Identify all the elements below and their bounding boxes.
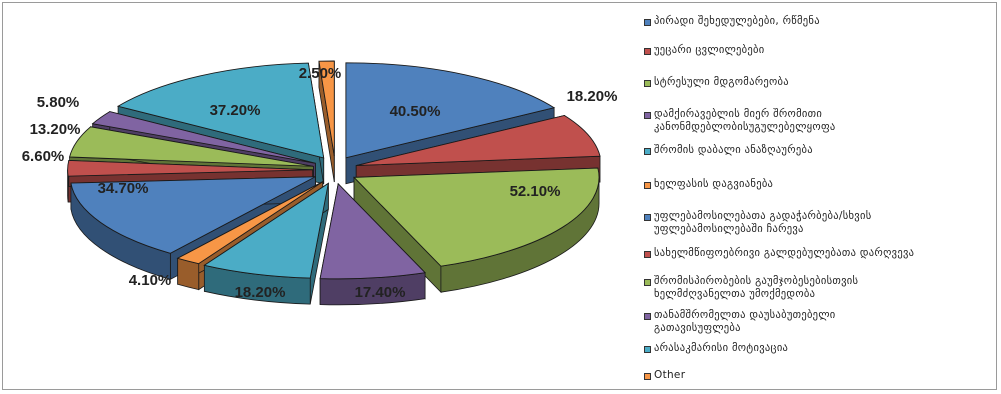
legend-swatch bbox=[644, 112, 651, 119]
legend-item: პირადი შეხედულებები, რწმენა bbox=[644, 15, 994, 28]
legend-item: უეცარი ცვლილებები bbox=[644, 44, 994, 57]
pie-slice-2 bbox=[356, 114, 601, 166]
pie-slice-11 bbox=[116, 62, 325, 159]
legend-label: უეცარი ცვლილებები bbox=[654, 44, 765, 56]
slice-value-label: 17.40% bbox=[355, 284, 406, 301]
pie-top-layer bbox=[67, 60, 601, 280]
pie-chart: 40.50% 18.20% 52.10% 17.40% 18.20% 4.10% 34.70… bbox=[22, 60, 618, 306]
slice-value-label: 52.10% bbox=[510, 183, 561, 200]
legend-item: თანამშრომელთა დაუსაბუთებელი გათავისუფლებ… bbox=[644, 309, 994, 335]
slice-value-label: 6.60% bbox=[22, 148, 65, 165]
slice-value-label: 37.20% bbox=[210, 102, 261, 119]
legend-label: ხელფასის დაგვიანება bbox=[654, 178, 774, 190]
legend-label: Other bbox=[654, 369, 686, 381]
legend-item: არასაკმარისი მოტივაცია bbox=[644, 342, 994, 355]
legend-swatch bbox=[644, 19, 651, 26]
legend-item: სტრესული მდგომარეობა bbox=[644, 76, 994, 89]
legend-item: Other bbox=[644, 369, 994, 382]
legend-label: დამქირავებლის მიერ შრომითი კანონმდებლობი… bbox=[654, 108, 836, 133]
legend-label: შრომისპირობების გაუმჯობესებისთვის ხელმძღ… bbox=[654, 275, 859, 300]
legend-swatch bbox=[644, 373, 651, 380]
legend-label: სახელმწიფოებრივი გალდებულებათა დარღვევა bbox=[654, 247, 915, 259]
pie-labels: 40.50% 18.20% 52.10% 17.40% 18.20% 4.10% 34.70… bbox=[22, 65, 618, 301]
legend-item: დამქირავებლის მიერ შრომითი კანონმდებლობი… bbox=[644, 108, 994, 134]
slice-value-label: 13.20% bbox=[30, 121, 81, 138]
legend-item: უფლებამოსილებათა გადაჭარბება/სხვის უფლებ… bbox=[644, 210, 994, 236]
legend-swatch bbox=[644, 48, 651, 55]
slice-value-label: 2.50% bbox=[299, 65, 342, 82]
pie-slice-12 bbox=[318, 60, 335, 157]
pie-slice-6 bbox=[176, 181, 323, 265]
legend-swatch bbox=[644, 251, 651, 258]
slice-value-label: 40.50% bbox=[390, 103, 441, 120]
pie-slice-10 bbox=[91, 111, 316, 164]
legend-swatch bbox=[644, 279, 651, 286]
pie-slice-5 bbox=[203, 182, 329, 279]
legend-swatch bbox=[644, 148, 651, 155]
legend-swatch bbox=[644, 80, 651, 87]
pie-slice-3 bbox=[353, 167, 600, 267]
legend-item: შრომისპირობების გაუმჯობესებისთვის ხელმძღ… bbox=[644, 275, 994, 301]
legend-item: ხელფასის დაგვიანება bbox=[644, 178, 994, 191]
pie-slice-9 bbox=[68, 126, 314, 167]
slice-value-label: 18.20% bbox=[567, 88, 618, 105]
legend-swatch bbox=[644, 313, 651, 320]
legend-item: შრომის დაბალი ანაზღაურება bbox=[644, 144, 994, 157]
legend-swatch bbox=[644, 182, 651, 189]
pie-slice-8 bbox=[67, 159, 313, 177]
legend-item: სახელმწიფოებრივი გალდებულებათა დარღვევა bbox=[644, 247, 994, 260]
legend-label: თანამშრომელთა დაუსაბუთებელი გათავისუფლებ… bbox=[654, 309, 836, 334]
slice-value-label: 4.10% bbox=[129, 272, 172, 289]
pie-slice-4 bbox=[319, 182, 427, 280]
slice-value-label: 18.20% bbox=[235, 284, 286, 301]
slice-value-label: 5.80% bbox=[37, 94, 80, 111]
legend-label: არასაკმარისი მოტივაცია bbox=[654, 342, 789, 354]
legend-swatch bbox=[644, 346, 651, 353]
legend-swatch bbox=[644, 214, 651, 221]
pie-slice-1 bbox=[345, 62, 556, 159]
legend-label: სტრესული მდგომარეობა bbox=[654, 76, 789, 88]
legend-label: უფლებამოსილებათა გადაჭარბება/სხვის უფლებ… bbox=[654, 210, 872, 235]
legend-label: პირადი შეხედულებები, რწმენა bbox=[654, 15, 820, 27]
legend-label: შრომის დაბალი ანაზღაურება bbox=[654, 144, 813, 156]
slice-value-label: 34.70% bbox=[98, 180, 149, 197]
pie-slice-7 bbox=[70, 176, 316, 254]
